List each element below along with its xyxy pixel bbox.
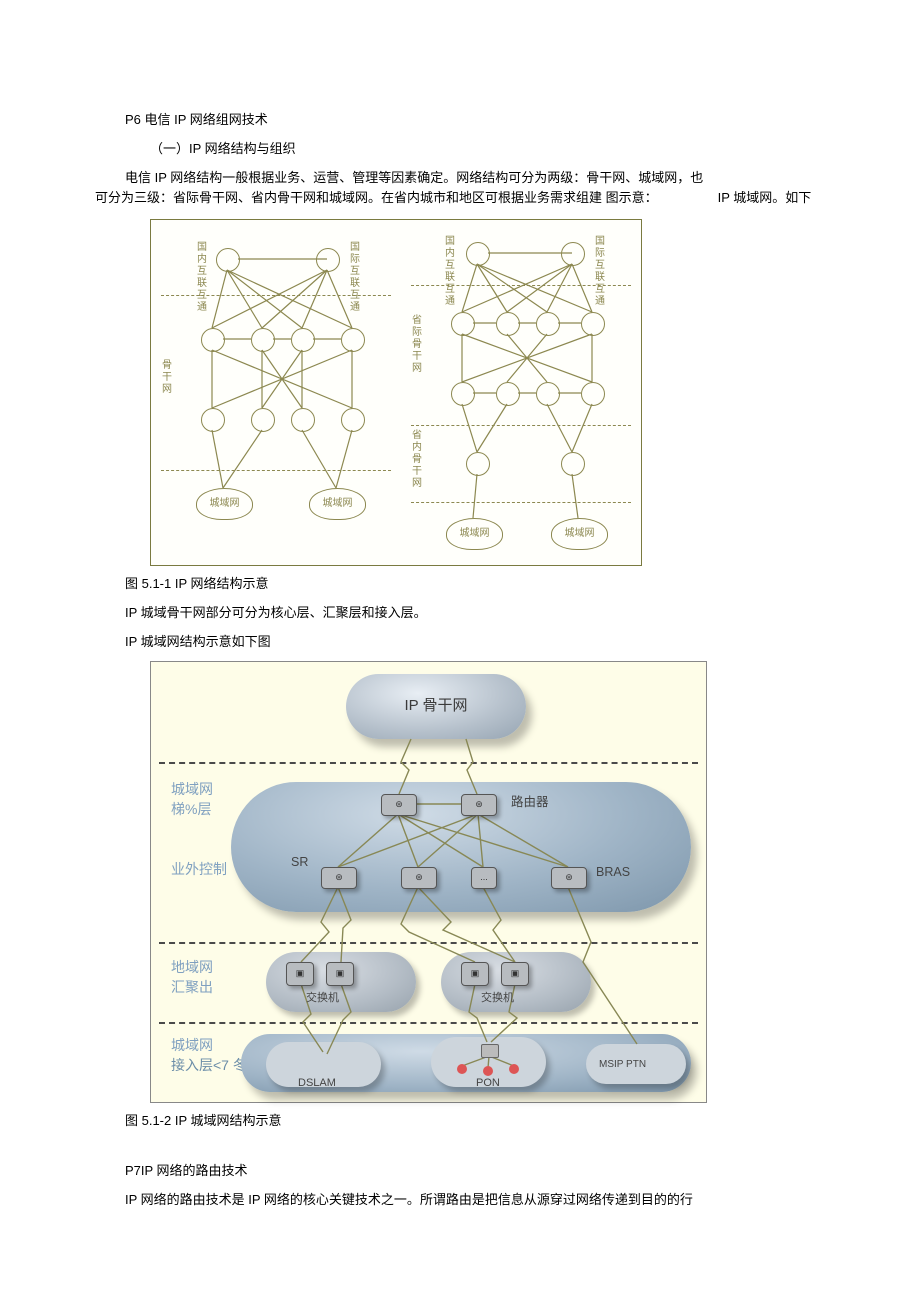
paragraph-1: 电信 IP 网络结构一般根据业务、运营、管理等因素确定。网络结构可分为两级：骨干… bbox=[125, 168, 840, 189]
paragraph-4: IP 城域网结构示意如下图 bbox=[125, 632, 840, 653]
switch-2a: ▣ bbox=[461, 962, 489, 986]
heading-p7: P7IP 网络的路由技术 bbox=[125, 1161, 840, 1182]
bras-label: BRAS bbox=[596, 862, 630, 882]
dslam-label: DSLAM bbox=[298, 1075, 336, 1093]
figure-5-1-2: 城域网 梯%层 业外控制 地域网 汇聚出 城域网 接入层<7 冬中 LAN IP… bbox=[150, 661, 707, 1103]
cloud-left-2: 城域网 bbox=[446, 518, 503, 550]
switch-label-1: 交换机 bbox=[306, 990, 339, 1008]
cloud-right: 城域网 bbox=[309, 488, 366, 520]
sr-label: SR bbox=[291, 852, 308, 872]
router-2: ⊛ bbox=[461, 794, 497, 816]
msip-label: MSIP PTN bbox=[599, 1057, 646, 1073]
bras: ⊛ bbox=[551, 867, 587, 889]
sr-1: ⊛ bbox=[321, 867, 357, 889]
pon-onu-3 bbox=[509, 1064, 519, 1074]
paragraph-3: IP 城域骨干网部分可分为核心层、汇聚层和接入层。 bbox=[125, 603, 840, 624]
switch-1a: ▣ bbox=[286, 962, 314, 986]
caption-5-1-2: 图 5.1-2 IP 城域网结构示意 bbox=[125, 1111, 840, 1132]
paragraph-2-left: 可分为三级：省际骨干网、省内骨干网和城域网。在省内城市和地区可根据业务需求组建 … bbox=[95, 188, 658, 209]
pon-olt bbox=[481, 1044, 499, 1058]
router-label: 路由器 bbox=[511, 792, 549, 812]
pon-onu-1 bbox=[457, 1064, 467, 1074]
switch-1b: ▣ bbox=[326, 962, 354, 986]
paragraph-2-right: IP 城域网。如下 bbox=[718, 188, 812, 209]
sr-dots: ... bbox=[471, 867, 497, 889]
cloud-right-2: 城域网 bbox=[551, 518, 608, 550]
switch-label-2: 交换机 bbox=[481, 990, 514, 1008]
cloud-left: 城域网 bbox=[196, 488, 253, 520]
figure-5-1-1: 国内互联互通 国际互联互通 骨干网 城域网 城域网 bbox=[150, 219, 642, 566]
pon-label: PON bbox=[476, 1075, 500, 1093]
heading-sub1: （一）IP 网络结构与组织 bbox=[150, 139, 840, 160]
router-1: ⊛ bbox=[381, 794, 417, 816]
sr-2: ⊛ bbox=[401, 867, 437, 889]
switch-2b: ▣ bbox=[501, 962, 529, 986]
caption-5-1-1: 图 5.1-1 IP 网络结构示意 bbox=[125, 574, 840, 595]
pon-onu-2 bbox=[483, 1066, 493, 1076]
heading-p6: P6 电信 IP 网络组网技术 bbox=[125, 110, 840, 131]
paragraph-5: IP 网络的路由技术是 IP 网络的核心关键技术之一。所谓路由是把信息从源穿过网… bbox=[125, 1190, 840, 1211]
